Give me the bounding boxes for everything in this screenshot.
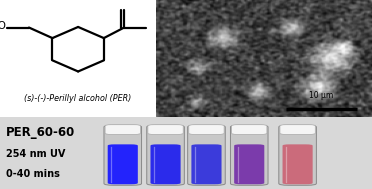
FancyBboxPatch shape: [104, 125, 142, 185]
FancyBboxPatch shape: [231, 125, 267, 134]
FancyBboxPatch shape: [234, 144, 264, 184]
Text: (s)-(-)-Perillyl alcohol (PER): (s)-(-)-Perillyl alcohol (PER): [25, 94, 132, 103]
FancyBboxPatch shape: [151, 144, 181, 184]
FancyBboxPatch shape: [192, 144, 222, 184]
Text: 254 nm UV: 254 nm UV: [6, 149, 65, 160]
Text: PER_60-60: PER_60-60: [6, 126, 75, 139]
FancyBboxPatch shape: [188, 125, 225, 185]
FancyBboxPatch shape: [279, 125, 317, 185]
Text: 0-40 mins: 0-40 mins: [6, 169, 60, 179]
FancyBboxPatch shape: [231, 125, 268, 185]
FancyBboxPatch shape: [280, 125, 315, 134]
FancyBboxPatch shape: [105, 125, 141, 134]
FancyBboxPatch shape: [189, 125, 224, 134]
FancyBboxPatch shape: [147, 125, 185, 185]
Text: HO: HO: [0, 21, 6, 31]
FancyBboxPatch shape: [283, 144, 312, 184]
FancyBboxPatch shape: [108, 144, 138, 184]
FancyBboxPatch shape: [148, 125, 183, 134]
Text: 10 μm: 10 μm: [309, 91, 333, 100]
